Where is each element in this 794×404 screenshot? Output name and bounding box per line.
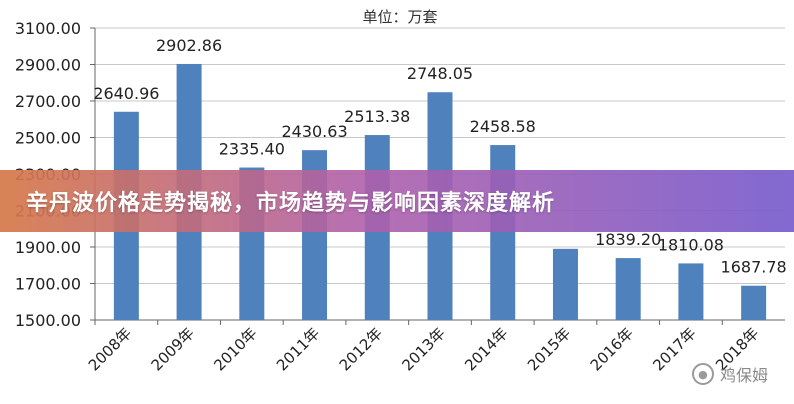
y-tick-label: 2900.00 xyxy=(15,56,81,75)
data-label: 2458.58 xyxy=(470,117,536,136)
x-tick-label: 2012年 xyxy=(336,324,386,374)
y-tick-label: 1900.00 xyxy=(15,238,81,257)
unit-label: 单位：万套 xyxy=(362,8,437,26)
bar xyxy=(615,258,641,320)
watermark: ● 鸡保姆 xyxy=(691,362,768,386)
bar xyxy=(741,285,767,320)
x-tick-label: 2015年 xyxy=(524,324,574,374)
bar xyxy=(552,248,578,320)
y-tick-label: 3100.00 xyxy=(15,19,81,38)
y-tick-label: 1500.00 xyxy=(15,311,81,330)
data-label: 1687.78 xyxy=(721,258,787,277)
bar xyxy=(678,263,704,320)
data-label: 2335.40 xyxy=(219,140,285,159)
data-label: 2640.96 xyxy=(93,84,159,103)
title-banner: 辛丹波价格走势揭秘，市场趋势与影响因素深度解析 xyxy=(0,170,794,232)
x-tick-label: 2013年 xyxy=(398,324,448,374)
x-tick-label: 2009年 xyxy=(148,324,198,374)
data-label: 2748.05 xyxy=(407,64,473,83)
x-tick-label: 2016年 xyxy=(587,324,637,374)
wechat-icon: ● xyxy=(691,363,714,385)
y-tick-label: 1700.00 xyxy=(15,275,81,294)
y-tick-label: 2700.00 xyxy=(15,92,81,111)
x-tick-label: 2008年 xyxy=(85,324,135,374)
x-tick-label: 2014年 xyxy=(461,324,511,374)
data-label: 2902.86 xyxy=(156,36,222,55)
y-tick-label: 2500.00 xyxy=(15,129,81,148)
data-label: 1810.08 xyxy=(658,235,724,254)
data-label: 2513.38 xyxy=(344,107,410,126)
x-tick-label: 2010年 xyxy=(210,324,260,374)
watermark-text: 鸡保姆 xyxy=(719,366,768,385)
data-label: 2430.63 xyxy=(281,122,347,141)
x-tick-label: 2011年 xyxy=(273,324,323,374)
data-label: 1839.20 xyxy=(595,230,661,249)
banner-title: 辛丹波价格走势揭秘，市场趋势与影响因素深度解析 xyxy=(26,191,556,216)
